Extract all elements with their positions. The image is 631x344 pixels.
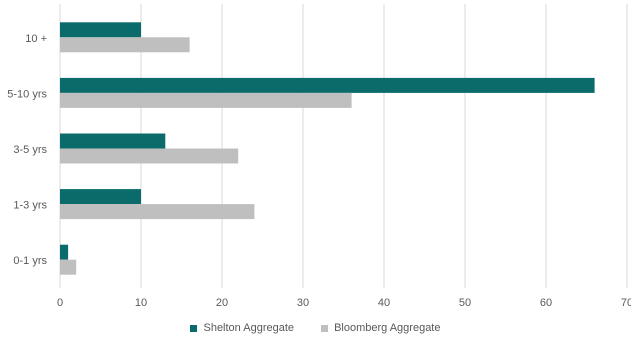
legend: Shelton Aggregate Bloomberg Aggregate bbox=[0, 322, 631, 335]
bar-shelton bbox=[60, 77, 595, 93]
bar-bloomberg bbox=[60, 148, 239, 164]
legend-label-bloomberg: Bloomberg Aggregate bbox=[334, 322, 441, 334]
legend-item-shelton: Shelton Aggregate bbox=[190, 322, 294, 334]
bars bbox=[60, 22, 595, 275]
bar-bloomberg bbox=[60, 92, 352, 108]
x-tick-label: 50 bbox=[459, 297, 471, 309]
bar-shelton bbox=[60, 189, 141, 205]
category-label: 10 + bbox=[25, 33, 47, 45]
legend-item-bloomberg: Bloomberg Aggregate bbox=[321, 322, 441, 334]
x-tick-label: 10 bbox=[135, 297, 147, 309]
bar-bloomberg bbox=[60, 37, 190, 53]
category-label: 1-3 yrs bbox=[13, 200, 47, 212]
category-label: 0-1 yrs bbox=[13, 255, 47, 267]
legend-swatch-shelton bbox=[190, 324, 198, 332]
category-label: 5-10 yrs bbox=[7, 88, 47, 100]
bar-shelton bbox=[60, 133, 166, 149]
x-tick-label: 30 bbox=[297, 297, 309, 309]
bar-bloomberg bbox=[60, 259, 77, 275]
bar-shelton bbox=[60, 244, 69, 260]
x-tick-label: 0 bbox=[57, 297, 63, 309]
x-tick-label: 20 bbox=[216, 297, 228, 309]
x-tick-label: 60 bbox=[540, 297, 552, 309]
category-labels: 10 + 5-10 yrs 3-5 yrs 1-3 yrs 0-1 yrs bbox=[7, 33, 47, 267]
category-label: 3-5 yrs bbox=[13, 144, 47, 156]
bar-bloomberg bbox=[60, 204, 255, 220]
bar-shelton bbox=[60, 22, 141, 38]
legend-swatch-bloomberg bbox=[321, 324, 329, 332]
x-tick-label: 70 bbox=[621, 297, 631, 309]
x-tick-label: 40 bbox=[378, 297, 390, 309]
legend-label-shelton: Shelton Aggregate bbox=[203, 322, 295, 334]
x-tick-labels: 0 10 20 30 40 50 60 70 bbox=[57, 297, 631, 309]
